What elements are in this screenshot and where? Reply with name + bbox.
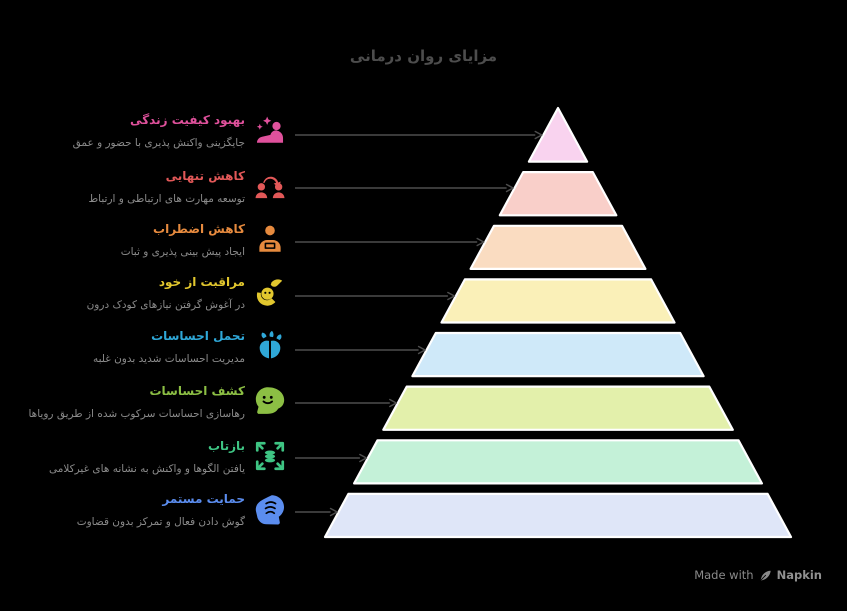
pyramid-layer-1 bbox=[527, 106, 589, 163]
benefit-description: رهاسازی احساسات سرکوب شده از طریق رویاها bbox=[28, 408, 245, 420]
benefit-label: مراقبت از خود bbox=[158, 275, 245, 289]
pyramid-layer-7 bbox=[353, 439, 764, 485]
listening-head-icon bbox=[253, 492, 287, 526]
benefit-row: مراقبت از خود در آغوش گرفتن نیازهای کودک… bbox=[49, 274, 287, 312]
benefit-description: گوش دادن فعال و تمرکز بدون قضاوت bbox=[76, 516, 245, 528]
benefit-label: حمایت مستمر bbox=[162, 492, 245, 506]
benefit-row: کاهش تنهایی توسعه مهارت های ارتباطی و ار… bbox=[49, 168, 287, 206]
benefit-row: کاهش اضطراب ایجاد پیش بینی پذیری و ثبات bbox=[49, 221, 287, 259]
benefit-label: تحمل احساسات bbox=[151, 329, 245, 343]
made-with-napkin: Made with Napkin bbox=[694, 568, 822, 582]
people-connection-icon bbox=[253, 169, 287, 203]
person-sparkles-icon bbox=[253, 113, 287, 147]
brain-growth-icon bbox=[253, 329, 287, 363]
benefit-label: کشف احساسات bbox=[149, 384, 245, 398]
benefit-row: بهبود کیفیت زندگی جایگزینی واکنش پذیری ب… bbox=[49, 112, 287, 150]
benefit-label: بازتاب bbox=[208, 439, 245, 453]
person-at-desk-icon bbox=[253, 222, 287, 256]
benefit-description: مدیریت احساسات شدید بدون غلبه bbox=[92, 353, 245, 365]
napkin-brand-text: Napkin bbox=[776, 568, 822, 582]
pyramid-layer-3 bbox=[469, 224, 647, 270]
benefit-description: توسعه مهارت های ارتباطی و ارتباط bbox=[88, 193, 245, 205]
benefit-label: کاهش تنهایی bbox=[165, 169, 245, 183]
pyramid-layer-4 bbox=[440, 278, 676, 324]
benefit-row: کشف احساسات رهاسازی احساسات سرکوب شده از… bbox=[28, 383, 287, 421]
pyramid-layer-5 bbox=[411, 331, 705, 378]
benefit-description: ایجاد پیش بینی پذیری و ثبات bbox=[120, 246, 245, 258]
diagram-title: مزایای روان درمانی bbox=[349, 47, 498, 65]
benefit-label: بهبود کیفیت زندگی bbox=[130, 113, 245, 127]
pyramid-layer-6 bbox=[382, 385, 734, 431]
pyramid-layer-2 bbox=[498, 171, 618, 217]
napkin-logo-icon bbox=[759, 569, 772, 582]
expand-arrows-icon bbox=[253, 439, 287, 473]
benefit-row: بازتاب یافتن الگوها و واکنش به نشانه های… bbox=[49, 438, 287, 476]
hands-holding-face-icon bbox=[253, 275, 287, 309]
made-with-text: Made with bbox=[694, 568, 754, 582]
benefit-row: حمایت مستمر گوش دادن فعال و تمرکز بدون ق… bbox=[49, 491, 287, 529]
benefit-description: جایگزینی واکنش پذیری با حضور و عمق bbox=[72, 137, 245, 149]
head-smile-icon bbox=[253, 384, 287, 418]
benefit-description: در آغوش گرفتن نیازهای کودک درون bbox=[86, 299, 245, 311]
benefit-description: یافتن الگوها و واکنش به نشانه های غیرکلا… bbox=[49, 463, 245, 475]
pyramid-layer-8 bbox=[323, 492, 793, 539]
benefit-row: تحمل احساسات مدیریت احساسات شدید بدون غل… bbox=[49, 328, 287, 366]
benefit-label: کاهش اضطراب bbox=[153, 222, 245, 236]
